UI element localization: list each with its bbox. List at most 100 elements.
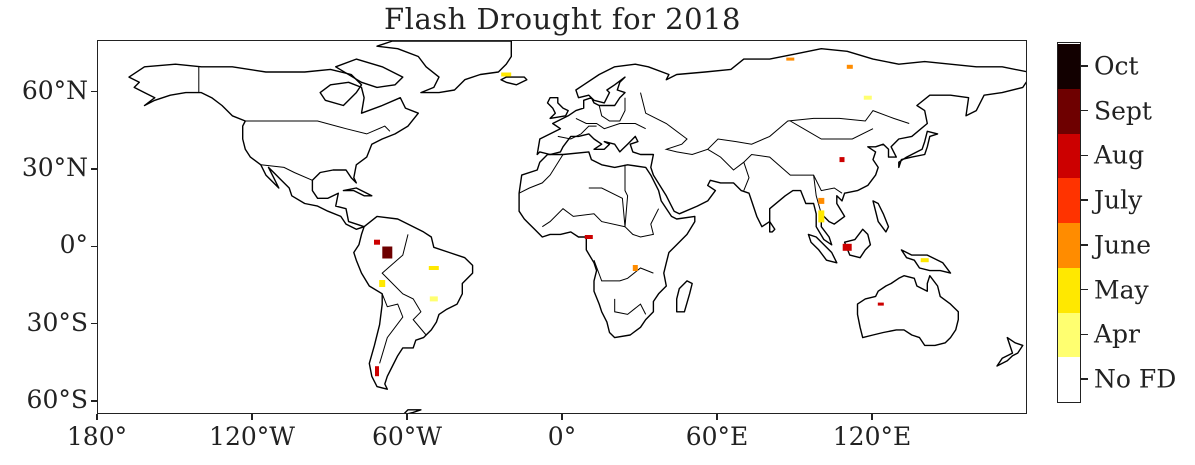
colorbar-tick [1081, 109, 1088, 112]
country-border [379, 293, 404, 364]
country-border [598, 97, 626, 122]
colorbar-tick [1081, 65, 1088, 67]
flash-drought-patch [920, 258, 929, 263]
colorbar-label: May [1094, 275, 1149, 305]
x-tick [406, 414, 408, 420]
flash-drought-patch [786, 57, 795, 61]
y-tick-label: 30°N [21, 152, 88, 182]
country-border [381, 234, 427, 336]
country-border [790, 120, 874, 140]
y-tick [91, 400, 97, 402]
africa-coastline [518, 151, 696, 339]
colorbar [1057, 42, 1081, 403]
madagascar-coastline [676, 280, 693, 313]
country-border [245, 120, 391, 135]
y-tick-label: 60°N [21, 75, 88, 105]
cuba-coastline [342, 187, 373, 197]
flash-drought-patch [877, 302, 884, 306]
colorbar-segment [1058, 178, 1080, 223]
new-zealand-coastline [996, 336, 1024, 367]
colorbar-label: July [1094, 185, 1143, 215]
x-tick-label: 180° [66, 422, 128, 451]
map-title: Flash Drought for 2018 [384, 2, 741, 36]
australia-coastline [856, 275, 959, 347]
world-map[interactable] [98, 41, 1027, 414]
south-america-coastline [353, 215, 474, 390]
flash-drought-patch [818, 210, 825, 223]
x-tick [716, 414, 718, 420]
country-border [518, 154, 564, 194]
x-tick-label: 60°E [685, 422, 749, 451]
country-border [707, 109, 910, 150]
country-border [575, 117, 646, 130]
flash-drought-patch [501, 72, 512, 77]
x-tick [251, 414, 253, 420]
colorbar-label: No FD [1094, 364, 1177, 394]
iceland-coastline [500, 76, 528, 86]
x-tick-label: 0° [547, 422, 577, 451]
x-tick [561, 414, 563, 420]
japan-coastline [898, 130, 939, 169]
north-america-coastline [128, 63, 419, 230]
flash-drought-patch [584, 235, 593, 239]
x-tick-label: 120°W [209, 422, 295, 451]
colorbar-tick [1081, 199, 1088, 201]
map-frame[interactable] [97, 40, 1027, 414]
flash-drought-patch [375, 366, 379, 377]
flash-drought-patch [429, 296, 438, 302]
colorbar-tick [1081, 333, 1088, 336]
flash-drought-patch [632, 265, 638, 271]
colorbar-segment [1058, 312, 1080, 358]
flash-drought-patch [863, 95, 872, 100]
colorbar-label: Apr [1094, 319, 1141, 349]
colorbar-tick [1081, 378, 1088, 380]
colorbar-segment [1058, 223, 1080, 268]
flash-drought-patch [842, 243, 852, 251]
country-border [557, 125, 597, 140]
colorbar-segment [1058, 44, 1080, 89]
colorbar-label: Oct [1094, 51, 1139, 81]
x-tick [96, 414, 98, 420]
country-border [542, 187, 626, 228]
colorbar-tick [1081, 244, 1088, 246]
colorbar-segment [1058, 267, 1080, 313]
country-border [813, 175, 822, 214]
flash-drought-patch [818, 197, 825, 204]
colorbar-segment [1058, 88, 1080, 134]
y-tick [91, 168, 97, 170]
flash-drought-patch [839, 157, 845, 163]
flash-drought-patch [379, 280, 386, 287]
uk-coastline [546, 97, 569, 120]
colorbar-segment [1058, 133, 1080, 179]
colorbar-label: June [1094, 230, 1152, 260]
antarctica-edge [403, 409, 422, 413]
sri-lanka-coastline [769, 220, 776, 233]
colorbar-tick [1081, 154, 1088, 157]
colorbar-tick [1081, 288, 1088, 291]
y-tick [91, 245, 97, 248]
flash-drought-patch [846, 64, 853, 69]
flash-drought-patch [428, 266, 439, 270]
colorbar-segment [1058, 357, 1080, 402]
x-tick-label: 120°E [832, 422, 912, 451]
country-border [624, 164, 660, 238]
y-tick-label: 0° [59, 230, 88, 260]
x-tick [871, 414, 873, 420]
y-tick-label: 30°S [26, 307, 88, 337]
country-border [614, 298, 647, 315]
country-border [593, 260, 654, 282]
y-tick-label: 60°S [26, 385, 88, 415]
eurasia-coastline [536, 48, 1026, 246]
y-tick [91, 322, 97, 325]
greenland-coastline [376, 41, 512, 94]
sumatra-coastline [807, 233, 838, 264]
flash-drought-patch [382, 246, 393, 259]
y-tick [91, 90, 97, 93]
x-tick-label: 60°W [371, 422, 443, 451]
baffin-coastline [335, 58, 404, 89]
country-border [743, 162, 750, 191]
borneo-coastline [843, 228, 872, 259]
new-guinea-coastline [900, 249, 952, 274]
philippines-coastline [872, 200, 890, 233]
colorbar-label: Aug [1094, 140, 1145, 170]
